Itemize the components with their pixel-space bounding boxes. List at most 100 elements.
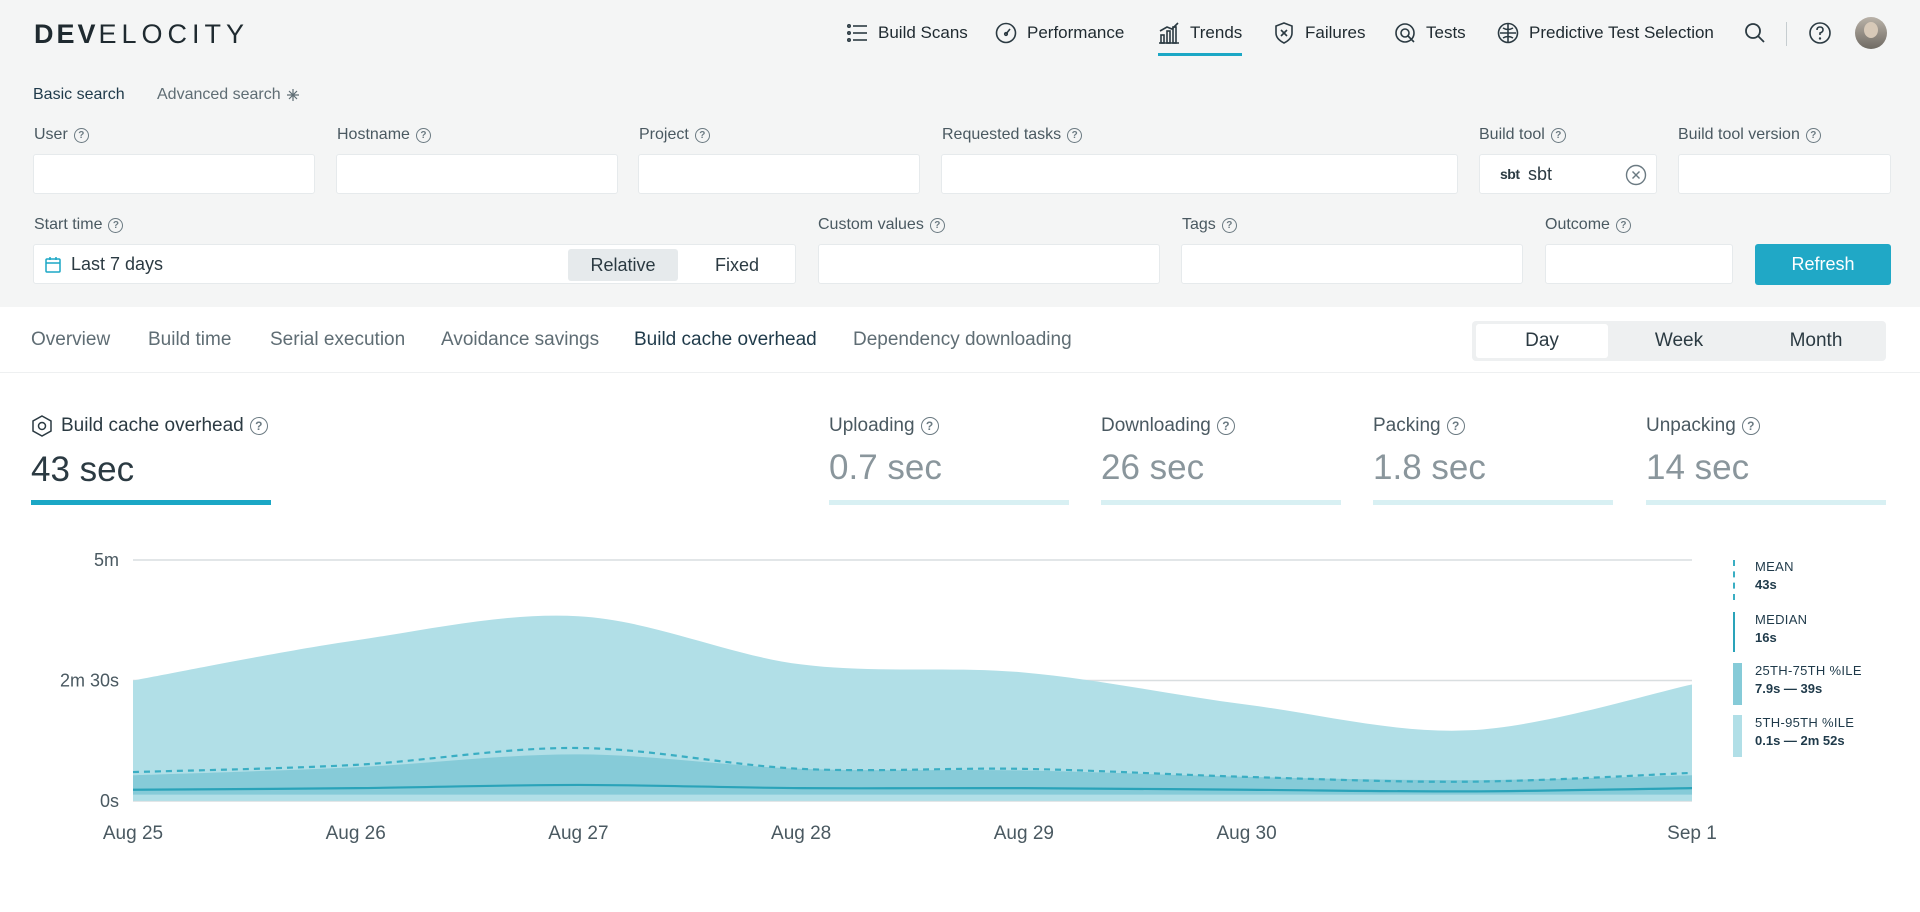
help-icon: ? [1741, 417, 1760, 435]
uploading-title: Uploading? [829, 415, 939, 437]
help-icon[interactable] [1808, 21, 1832, 45]
tab-build-cache-overhead[interactable]: Build cache overhead [634, 329, 817, 350]
x-tick-label: Aug 29 [994, 823, 1054, 844]
help-icon: ? [694, 127, 710, 143]
help-icon: ? [1221, 217, 1237, 233]
help-icon: ? [1805, 127, 1821, 143]
nav-build-scans[interactable]: Build Scans [846, 0, 968, 66]
tab-build-time[interactable]: Build time [148, 329, 232, 350]
hostname-label: Hostname? [337, 126, 431, 144]
downloading-value: 26 sec [1101, 448, 1205, 487]
help-icon: ? [1216, 417, 1235, 435]
nav-label: Performance [1027, 23, 1125, 42]
x-tick-label: Aug 26 [326, 823, 386, 844]
build-tool-version-label: Build tool version? [1678, 126, 1821, 144]
build-tool-version-input[interactable] [1678, 154, 1891, 194]
tab-avoidance-savings[interactable]: Avoidance savings [441, 329, 600, 350]
relative-mode-button[interactable]: Relative [568, 249, 678, 281]
x-tick-label: Aug 28 [771, 823, 831, 844]
nav-trends[interactable]: Trends [1158, 0, 1243, 66]
help-icon: ? [73, 127, 89, 143]
search-icon[interactable] [1743, 21, 1767, 45]
legend-p5-p95: 5TH-95TH %ILE 0.1s — 2m 52s [1755, 715, 1855, 748]
nav-label: Failures [1305, 23, 1366, 42]
period-selector: Day Week Month [1472, 321, 1886, 361]
tags-input[interactable] [1181, 244, 1523, 284]
help-icon: ? [249, 417, 268, 435]
custom-values-label: Custom values? [818, 216, 945, 234]
x-tick-label: Sep 1 [1667, 823, 1717, 844]
user-input[interactable] [33, 154, 315, 194]
downloading-bar [1101, 500, 1341, 505]
tags-label: Tags? [1182, 216, 1237, 234]
legend-p25-p75: 25TH-75TH %ILE 7.9s — 39s [1755, 663, 1862, 696]
help-icon: ? [1067, 127, 1083, 143]
y-tick-label: 5m [94, 550, 119, 570]
build-tool-value: sbt [1528, 164, 1553, 184]
list-icon [846, 23, 867, 42]
legend-median: MEDIAN 16s [1755, 612, 1808, 645]
p5-p95-band [133, 615, 1692, 801]
legend-median-swatch [1733, 612, 1735, 652]
nav-tests[interactable]: Tests [1394, 0, 1466, 66]
period-month-button[interactable]: Month [1789, 330, 1843, 351]
search-panel: Basic search Advanced search User? Hostn… [0, 66, 1920, 307]
start-time-value: Last 7 days [71, 254, 164, 274]
unpacking-value: 14 sec [1646, 448, 1750, 487]
nav-label: Tests [1426, 23, 1466, 42]
x-tick-label: Aug 30 [1216, 823, 1276, 844]
build-cache-overhead-value: 43 sec [31, 450, 135, 489]
x-tick-label: Aug 25 [103, 823, 163, 844]
start-time-input[interactable]: Last 7 days Relative Fixed [33, 244, 796, 284]
legend-p5-p95-swatch [1733, 715, 1742, 757]
user-avatar[interactable] [1855, 17, 1887, 49]
period-week-button[interactable]: Week [1654, 330, 1704, 351]
develocity-logo[interactable]: DEVELOCITY [34, 19, 250, 49]
requested-tasks-input[interactable] [941, 154, 1458, 194]
requested-tasks-label: Requested tasks? [942, 126, 1083, 144]
trends-subnav: Overview Build time Serial execution Avo… [0, 307, 1920, 373]
custom-values-input[interactable] [818, 244, 1160, 284]
sbt-logo-icon: sbt [1500, 166, 1520, 182]
tab-basic-search[interactable]: Basic search [33, 86, 125, 103]
bar-chart-icon [1159, 22, 1179, 44]
nav-failures[interactable]: Failures [1273, 0, 1365, 66]
build-tool-select[interactable]: sbt sbt [1479, 154, 1657, 194]
calendar-icon [45, 257, 61, 273]
tab-serial-execution[interactable]: Serial execution [270, 329, 406, 350]
legend-mean-swatch [1733, 560, 1735, 600]
start-time-label: Start time? [34, 216, 124, 234]
gauge-icon [995, 22, 1017, 44]
y-tick-label: 2m 30s [60, 671, 119, 691]
median-line [132, 783, 1693, 793]
nav-performance[interactable]: Performance [995, 0, 1124, 66]
user-label: User? [34, 126, 89, 144]
cache-icon [32, 415, 52, 437]
shield-x-icon [1275, 22, 1293, 44]
tab-advanced-search[interactable]: Advanced search [157, 86, 301, 104]
help-icon: ? [108, 217, 124, 233]
build-tool-label: Build tool? [1479, 126, 1566, 144]
hostname-input[interactable] [336, 154, 618, 194]
x-tick-label: Aug 27 [548, 823, 608, 844]
uploading-value: 0.7 sec [829, 448, 942, 487]
outcome-select[interactable] [1545, 244, 1733, 284]
legend-mean: MEAN 43s [1755, 559, 1794, 592]
help-icon: ? [1615, 217, 1631, 233]
build-cache-overhead-title: Build cache overhead? [31, 415, 268, 437]
brain-icon [1497, 22, 1519, 44]
nav-label: Build Scans [878, 23, 968, 42]
clear-icon[interactable] [1625, 164, 1647, 186]
fixed-mode-button[interactable]: Fixed [714, 255, 759, 275]
project-input[interactable] [638, 154, 920, 194]
build-cache-overhead-bar [31, 500, 271, 505]
help-icon: ? [929, 217, 945, 233]
tab-dependency-downloading[interactable]: Dependency downloading [853, 329, 1072, 350]
nav-predictive-test-selection[interactable]: Predictive Test Selection [1497, 0, 1714, 66]
unpacking-bar [1646, 500, 1886, 505]
help-icon: ? [415, 127, 431, 143]
p25-p75-band [133, 754, 1692, 795]
refresh-button[interactable]: Refresh [1755, 244, 1891, 285]
period-day-button[interactable]: Day [1476, 324, 1608, 358]
tab-overview[interactable]: Overview [31, 329, 111, 350]
